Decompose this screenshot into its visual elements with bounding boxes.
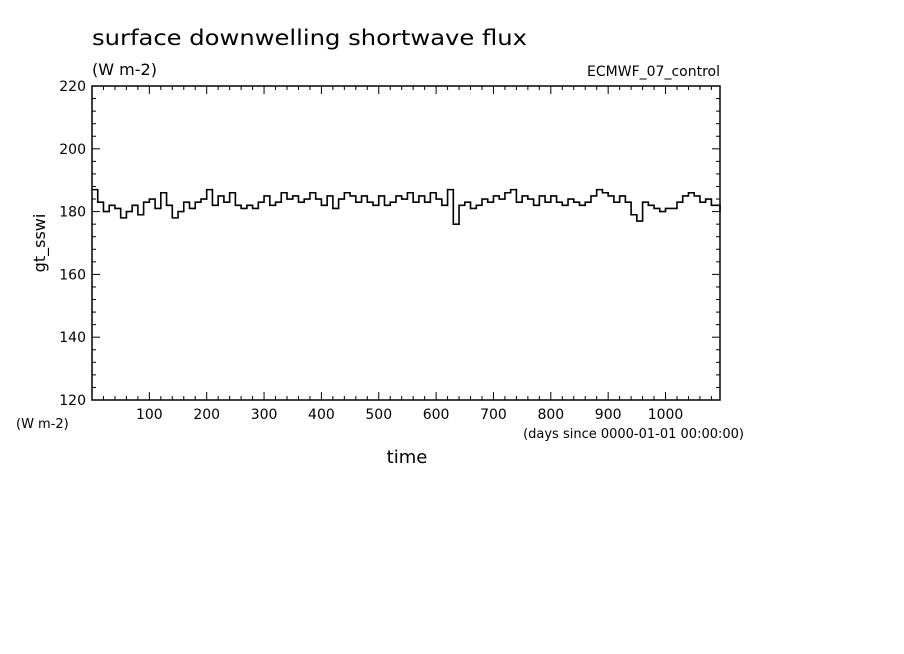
x-tick-label: 200 xyxy=(193,407,220,423)
x-axis-units: (days since 0000-01-01 00:00:00) xyxy=(523,427,744,442)
x-tick-label: 600 xyxy=(423,407,450,423)
y-tick-label: 200 xyxy=(59,142,86,158)
y-axis-units: (W m-2) xyxy=(16,417,69,432)
x-tick-label: 100 xyxy=(136,407,163,423)
x-tick-label: 500 xyxy=(365,407,392,423)
y-tick-label: 220 xyxy=(59,79,86,95)
x-tick-label: 700 xyxy=(480,407,507,423)
y-tick-label: 180 xyxy=(59,205,86,221)
x-tick-label: 300 xyxy=(251,407,278,423)
y-tick-label: 160 xyxy=(59,267,86,283)
series-line xyxy=(92,188,721,225)
y-tick-label: 140 xyxy=(59,330,86,346)
run-label: ECMWF_07_control xyxy=(587,64,720,80)
chart-title: surface downwelling shortwave flux xyxy=(92,26,527,50)
x-axis-label: time xyxy=(387,447,428,468)
x-tick-label: 800 xyxy=(537,407,564,423)
y-axis-label: gt_sswi xyxy=(30,214,50,273)
series-layer xyxy=(92,188,721,225)
x-tick-label: 400 xyxy=(308,407,335,423)
x-tick-label: 1000 xyxy=(648,407,684,423)
y-tick-label: 120 xyxy=(59,393,86,409)
x-tick-label: 900 xyxy=(595,407,622,423)
chart-title-units: (W m-2) xyxy=(92,60,157,79)
axis-ticks: 100 200 300 400 500 600 700 800 900 1000 120 140 160… xyxy=(59,79,720,423)
plot-frame xyxy=(91,85,721,401)
